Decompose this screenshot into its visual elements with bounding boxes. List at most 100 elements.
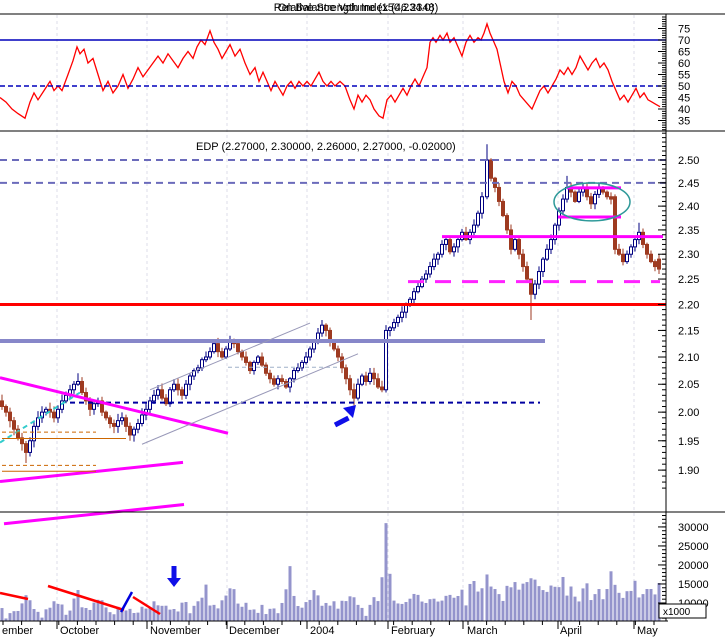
y-tick-label: 2.25 bbox=[678, 274, 699, 286]
candle bbox=[168, 389, 172, 405]
candle bbox=[609, 196, 613, 200]
y-tick-label: 2.35 bbox=[678, 225, 699, 237]
candle bbox=[192, 370, 196, 377]
candle bbox=[252, 361, 256, 372]
candle bbox=[112, 423, 116, 427]
y-tick-label: 75 bbox=[678, 24, 690, 36]
candle bbox=[268, 372, 272, 380]
x-axis-month-label: October bbox=[60, 625, 99, 637]
volume-trendline[interactable] bbox=[47, 584, 125, 612]
candle bbox=[517, 239, 521, 255]
indicator-title-overlay-b: On Balance Volume (150,234.0) bbox=[278, 2, 435, 14]
candle bbox=[264, 364, 268, 374]
candle bbox=[633, 239, 637, 248]
trendline[interactable] bbox=[0, 391, 81, 444]
candle bbox=[120, 417, 124, 422]
volume-multiplier-label: x1000 bbox=[663, 607, 691, 618]
candle bbox=[344, 367, 348, 380]
volume-trendline[interactable] bbox=[132, 595, 161, 616]
y-tick-label: 55 bbox=[678, 70, 690, 82]
candle bbox=[20, 437, 24, 445]
candle bbox=[108, 417, 112, 425]
candle bbox=[384, 329, 388, 391]
rsi-panel[interactable] bbox=[0, 15, 666, 131]
candle bbox=[545, 248, 549, 260]
up-arrow-annotation[interactable] bbox=[333, 405, 356, 428]
y-tick-label: 60 bbox=[678, 58, 690, 70]
y-tick-label: 45 bbox=[678, 93, 690, 105]
candle bbox=[208, 351, 212, 358]
x-axis-month-label: 2004 bbox=[310, 625, 334, 637]
x-axis-month-label: May bbox=[637, 625, 658, 637]
candle bbox=[172, 383, 176, 391]
candle bbox=[432, 258, 436, 268]
candle bbox=[657, 258, 661, 270]
candle bbox=[489, 159, 493, 179]
candle bbox=[320, 324, 324, 334]
candle bbox=[368, 372, 372, 382]
volume-trendline[interactable] bbox=[119, 591, 134, 613]
candle bbox=[356, 383, 360, 399]
volume-multiplier-badge: x1000 bbox=[658, 603, 707, 619]
candle bbox=[164, 397, 168, 405]
y-tick-label: 1.90 bbox=[678, 465, 699, 477]
trendline[interactable] bbox=[3, 503, 185, 526]
candle bbox=[392, 322, 396, 329]
ellipse-annotation[interactable] bbox=[553, 182, 631, 222]
candle bbox=[244, 356, 248, 363]
candle bbox=[440, 243, 444, 255]
rsi-line bbox=[0, 21, 661, 120]
candle bbox=[212, 343, 216, 353]
price-panel[interactable] bbox=[0, 132, 666, 511]
candle bbox=[641, 231, 645, 245]
y-tick-label: 2.15 bbox=[678, 325, 699, 337]
candle bbox=[605, 191, 609, 198]
candle bbox=[424, 273, 428, 280]
candle bbox=[537, 271, 541, 285]
x-axis-month-label: December bbox=[229, 625, 280, 637]
candle bbox=[260, 356, 264, 366]
trendline[interactable] bbox=[0, 460, 184, 483]
candle bbox=[360, 375, 364, 385]
candle bbox=[428, 266, 432, 275]
candle bbox=[380, 386, 384, 391]
candle bbox=[148, 400, 152, 410]
y-tick-label: 15000 bbox=[678, 579, 709, 591]
candle bbox=[8, 411, 12, 422]
candle bbox=[480, 196, 484, 214]
x-axis-month-label: February bbox=[391, 625, 436, 637]
down-arrow-annotation[interactable] bbox=[167, 566, 181, 587]
candle bbox=[324, 324, 328, 331]
candle bbox=[352, 389, 356, 399]
candle bbox=[629, 246, 633, 255]
candle bbox=[621, 253, 625, 263]
drawn-annotations[interactable] bbox=[0, 39, 666, 616]
x-axis-month-label: ember bbox=[2, 625, 34, 637]
candle bbox=[561, 198, 565, 212]
trendline[interactable] bbox=[149, 322, 311, 391]
candle bbox=[336, 348, 340, 358]
price-panel-title: EDP (2.27000, 2.30000, 2.26000, 2.27000,… bbox=[196, 141, 456, 153]
candle bbox=[248, 361, 252, 372]
candle bbox=[448, 239, 452, 253]
y-tick-label: 65 bbox=[678, 47, 690, 59]
candle bbox=[184, 383, 188, 396]
gridlines bbox=[56, 15, 635, 621]
candle bbox=[485, 159, 489, 198]
candle bbox=[436, 253, 440, 260]
candle bbox=[52, 411, 56, 419]
trendline[interactable] bbox=[141, 353, 359, 445]
candle bbox=[501, 200, 505, 217]
candle bbox=[104, 411, 108, 419]
candle bbox=[200, 359, 204, 369]
volume-trendline[interactable] bbox=[0, 591, 29, 601]
candle bbox=[272, 378, 276, 385]
candle bbox=[12, 420, 16, 430]
candle bbox=[617, 248, 621, 255]
candle bbox=[573, 191, 577, 202]
candle bbox=[156, 389, 160, 396]
candle bbox=[4, 406, 8, 413]
candle bbox=[364, 375, 368, 382]
candle bbox=[400, 311, 404, 318]
x-axis-month-label: March bbox=[467, 625, 498, 637]
